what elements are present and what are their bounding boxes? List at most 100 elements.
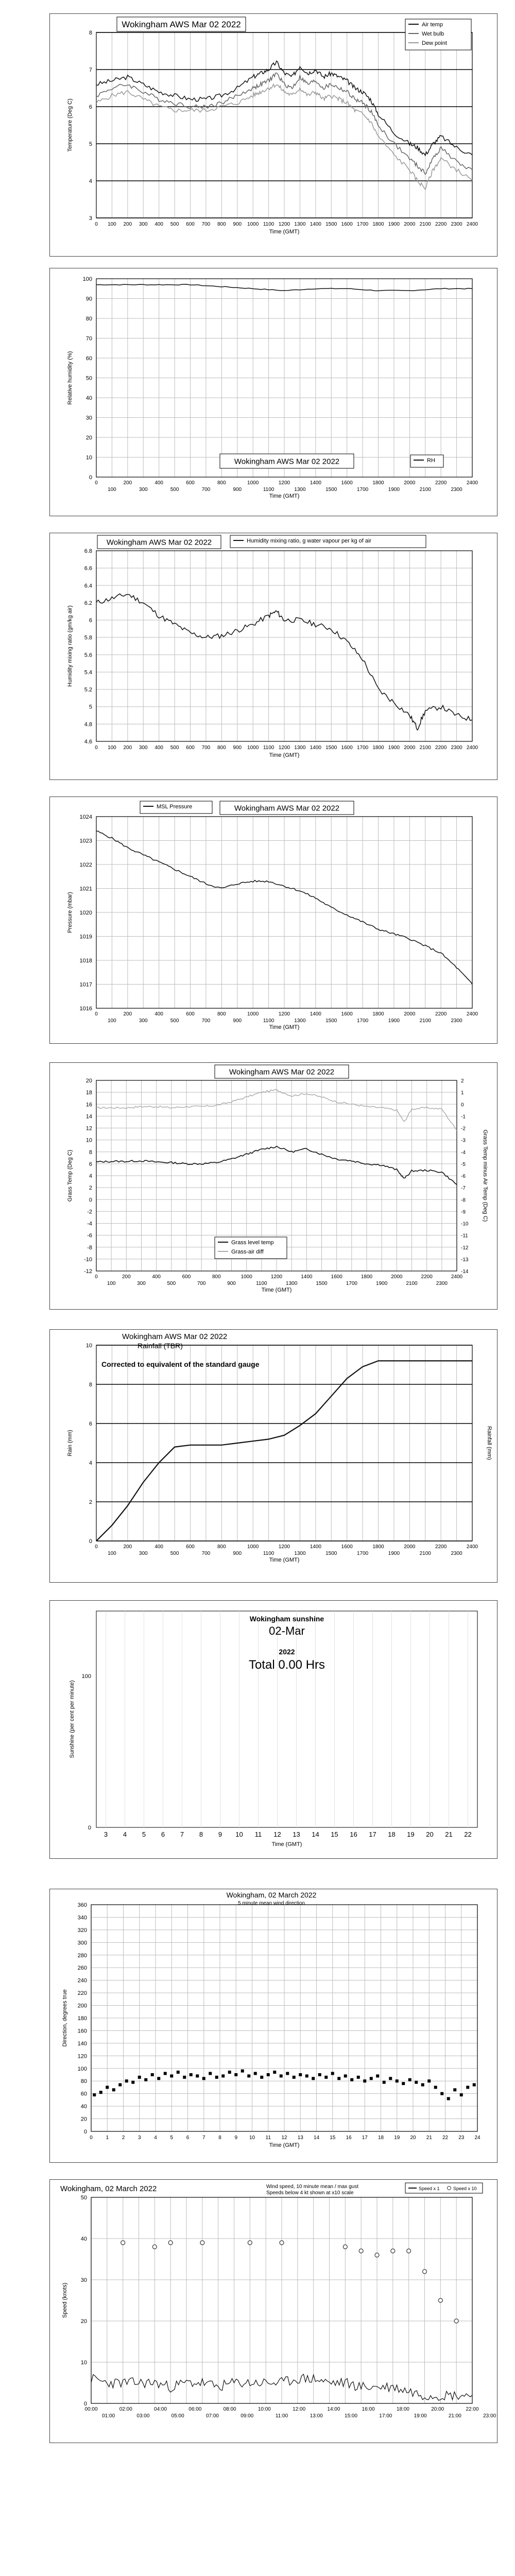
- chart-title: Wokingham AWS Mar 02 2022: [107, 538, 212, 547]
- wind-direction-point: [202, 2077, 205, 2080]
- x-tick-label: 500: [170, 222, 179, 227]
- x-tick-label: 11:00: [276, 2413, 288, 2419]
- x-tick-label: 900: [227, 1281, 236, 1286]
- x-tick-label: 2100: [420, 487, 432, 493]
- y-tick-label: 1021: [80, 886, 92, 892]
- y2-tick-label: 2: [461, 1078, 464, 1084]
- y-tick-label: 300: [78, 1940, 87, 1946]
- x-tick-label: 3: [104, 1831, 108, 1838]
- wind-direction-point: [176, 2071, 180, 2074]
- legend: [405, 2182, 483, 2194]
- y-tick-label: 5: [89, 141, 92, 147]
- y-tick-label: 100: [82, 1673, 91, 1680]
- chart-title-box: [214, 1064, 349, 1079]
- x-tick-label: 22:00: [466, 2406, 478, 2412]
- x-tick-label: 1400: [301, 1274, 313, 1280]
- x-tick-label: 2200: [435, 480, 447, 486]
- x-tick-label: 5: [142, 1831, 146, 1838]
- x-tick-label: 13: [293, 1831, 300, 1838]
- y2-tick-label: -3: [461, 1138, 466, 1144]
- plot-area-frame: [96, 1080, 457, 1272]
- chart-subtitle: Wind speed, 10 minute mean / max gust: [266, 2184, 358, 2190]
- wind-direction-point: [189, 2073, 193, 2076]
- x-tick-label: 1000: [247, 222, 259, 227]
- y-tick-label: 0: [84, 2129, 87, 2135]
- x-tick-label: 700: [202, 487, 211, 493]
- legend-label: Air temp: [422, 22, 443, 28]
- wind-direction-point: [99, 2091, 102, 2094]
- wind-direction-point: [286, 2072, 289, 2075]
- x-tick-label: 500: [170, 745, 179, 751]
- y-tick-label: -2: [87, 1209, 92, 1215]
- x-tick-label: 600: [186, 480, 195, 486]
- y-tick-label: 20: [86, 435, 92, 441]
- wind-direction-point: [415, 2080, 418, 2084]
- x-tick-label: 17: [362, 2135, 368, 2141]
- y2-tick-label: -1: [461, 1114, 466, 1120]
- series-line-0: [96, 831, 473, 985]
- x-tick-label: 800: [217, 480, 226, 486]
- x-tick-label: 8: [218, 2135, 221, 2141]
- wind-direction-point: [234, 2073, 238, 2076]
- wind-direction-point: [106, 2086, 109, 2089]
- legend: [140, 801, 213, 814]
- x-tick-label: 1500: [325, 1018, 337, 1024]
- y-tick-label: 5.4: [84, 669, 92, 675]
- plot-area-frame: [96, 278, 473, 478]
- x-tick-label: 19:00: [414, 2413, 427, 2419]
- x-tick-label: 19: [394, 2135, 400, 2141]
- x-axis-label: Time (GMT): [269, 1024, 300, 1030]
- y-tick-label: 6: [89, 618, 92, 624]
- wind-direction-point: [434, 2086, 437, 2089]
- speed-x10-point: [200, 2240, 205, 2245]
- plot-area-frame: [96, 32, 473, 218]
- x-tick-label: 800: [217, 1544, 226, 1550]
- y-tick-label: 6.2: [84, 600, 92, 606]
- x-tick-label: 1600: [341, 745, 353, 751]
- wind-direction-point: [279, 2074, 283, 2078]
- x-tick-label: 06:00: [188, 2406, 201, 2412]
- series-line-2: [96, 83, 473, 191]
- y2-tick-label: -10: [461, 1222, 469, 1227]
- y2-tick-label: -4: [461, 1150, 466, 1156]
- wind-direction-point: [305, 2074, 308, 2078]
- speed-x10-point: [168, 2240, 173, 2245]
- wind-direction-point: [131, 2080, 135, 2084]
- x-tick-label: 17:00: [379, 2413, 392, 2419]
- x-tick-label: 0: [95, 1011, 98, 1017]
- wind-direction-chart: 0204060801001201401601802002202402602803…: [62, 1891, 480, 2148]
- x-tick-label: 2000: [404, 1011, 416, 1017]
- y-axis-label: Rain (mm): [67, 1430, 73, 1456]
- wind-direction-point: [196, 2074, 199, 2078]
- y2-tick-label: -11: [461, 1233, 468, 1239]
- x-tick-label: 1700: [357, 1551, 369, 1556]
- chart-title-box: [116, 16, 246, 32]
- y-tick-label: 18: [86, 1090, 92, 1096]
- y2-tick-label: -5: [461, 1162, 466, 1167]
- y-tick-label: 0: [89, 1197, 92, 1203]
- x-tick-label: 2000: [404, 480, 416, 486]
- x-tick-label: 16: [350, 1831, 357, 1838]
- x-tick-label: 1900: [388, 487, 400, 493]
- plot-area-frame: [96, 816, 473, 1009]
- x-tick-label: 3: [138, 2135, 141, 2141]
- x-tick-label: 20: [426, 1831, 433, 1838]
- wind-direction-point: [312, 2077, 315, 2080]
- x-tick-label: 400: [154, 480, 163, 486]
- x-tick-label: 1500: [316, 1281, 328, 1286]
- chart-title: Wokingham AWS Mar 02 2022: [229, 1067, 334, 1076]
- x-tick-label: 300: [139, 487, 148, 493]
- y-tick-label: -12: [84, 1268, 92, 1275]
- wind-direction-point: [472, 2083, 476, 2087]
- mixing-ratio-chart: 4.6 4.8 5 5.2 5.4 5.6 5.8 6 6.2 6.4 6.6 6.8 0 100 200 3…: [67, 535, 478, 758]
- y-tick-label: 14: [86, 1113, 92, 1120]
- wind-direction-point: [118, 2083, 122, 2087]
- legend-label: Speed x 10: [453, 2186, 477, 2191]
- x-tick-label: 300: [137, 1281, 146, 1286]
- wind-direction-point: [253, 2072, 257, 2075]
- y-tick-label: 6.6: [84, 566, 92, 572]
- x-tick-label: 10: [249, 2135, 255, 2141]
- y-tick-label: 2: [89, 1185, 92, 1191]
- x-tick-label: 600: [186, 1011, 195, 1017]
